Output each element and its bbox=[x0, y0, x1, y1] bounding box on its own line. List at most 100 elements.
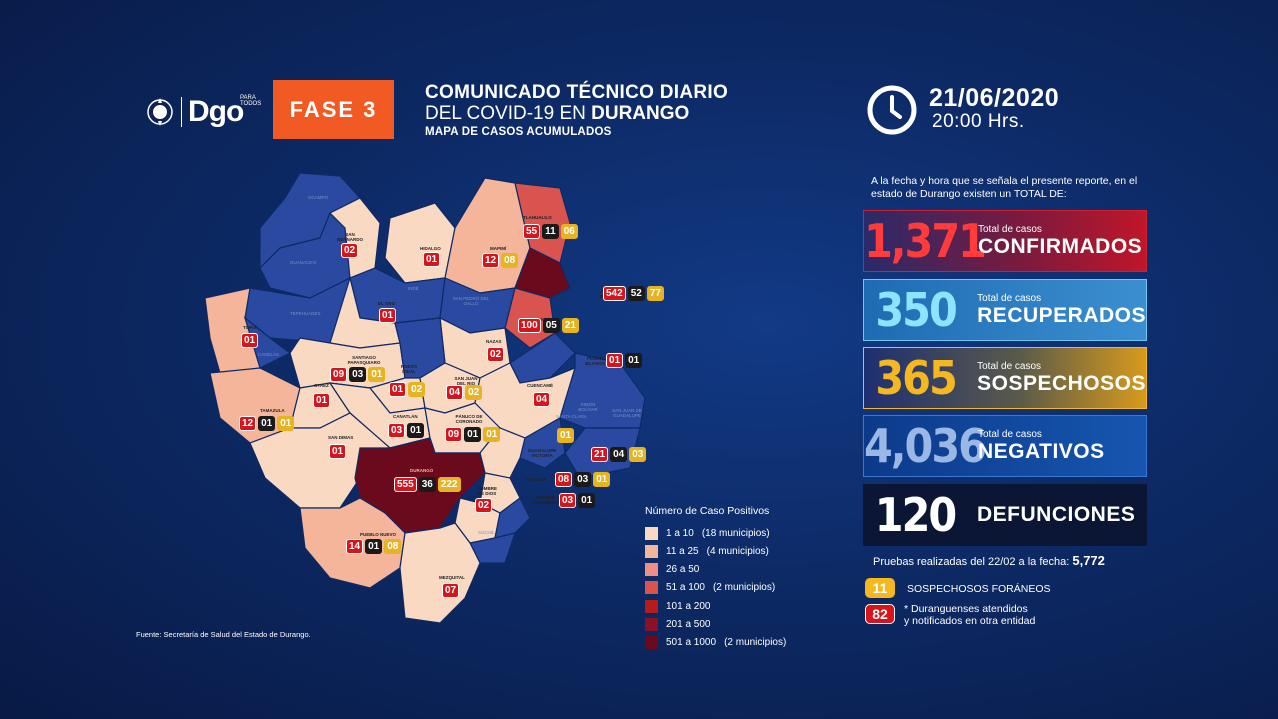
foraneos-label: SOSPECHOSOS FORÁNEOS bbox=[907, 583, 1051, 595]
badges-nombre: 02 bbox=[475, 498, 493, 513]
badges-poanas: 08 03 01 bbox=[555, 472, 611, 487]
badges-tlahualilo: 55 11 06 bbox=[523, 224, 578, 239]
stat-negativos: 4,036 Total de casos NEGATIVOS bbox=[863, 415, 1147, 477]
durango-logo: PARA TODOS Dgo bbox=[145, 92, 261, 132]
report-time: 20:00 Hrs. bbox=[932, 111, 1025, 132]
label-topia: TOPIA bbox=[243, 325, 257, 330]
confirmados-number: 1,371 bbox=[864, 214, 987, 268]
label-ocampo: OCAMPO bbox=[308, 195, 329, 200]
state-seal-icon bbox=[147, 98, 173, 126]
badges-mezquital: 07 bbox=[442, 583, 460, 598]
negativos-number: 4,036 bbox=[864, 419, 987, 473]
badges-tamazula: 12 01 01 bbox=[239, 416, 295, 431]
stat-sospechosos: 365 Total de casos SOSPECHOSOS bbox=[863, 347, 1147, 409]
defunciones-label: DEFUNCIONES bbox=[977, 503, 1136, 526]
badges-mapimi: 12 08 bbox=[482, 253, 519, 268]
legend-item: 51 a 100 (2 municipios) bbox=[645, 581, 775, 594]
badges-topia: 01 bbox=[241, 333, 259, 348]
label-suchil: SÚCHIL bbox=[478, 530, 495, 535]
negativos-small: Total de casos bbox=[978, 428, 1042, 440]
foraneos-badge: 11 bbox=[865, 578, 895, 598]
legend-swatch bbox=[645, 618, 658, 631]
defunciones-number: 120 bbox=[874, 488, 957, 542]
intro-text: A la fecha y hora que se señala el prese… bbox=[871, 175, 1138, 200]
report-title: COMUNICADO TÉCNICO DIARIO bbox=[425, 82, 729, 103]
badges-durango: 555 36 222 bbox=[394, 477, 461, 492]
label-otaez: OTAEZ bbox=[314, 383, 329, 388]
mun-hidalgo bbox=[384, 202, 456, 284]
badges-santiago: 09 03 01 bbox=[330, 367, 386, 382]
label-tamazula: TAMAZULA bbox=[260, 408, 285, 413]
legend-swatch bbox=[645, 581, 658, 594]
legend-swatch bbox=[645, 636, 658, 649]
legend-swatch bbox=[645, 527, 658, 540]
label-sandimas: SAN DIMAS bbox=[328, 435, 354, 440]
logo-small-text: PARA TODOS bbox=[240, 95, 262, 107]
recuperados-small: Total de casos bbox=[977, 292, 1042, 304]
label-simonbolivar: SIMÓN BOLÍVAR bbox=[578, 402, 598, 412]
badges-pueblonuevo: 14 01 08 bbox=[346, 539, 402, 554]
sospechosos-number: 365 bbox=[875, 351, 957, 405]
label-santaclara: SANTA CLARA bbox=[556, 414, 587, 419]
otra-entidad-badge: 82 bbox=[865, 604, 895, 624]
label-hidalgo: HIDALGO bbox=[420, 246, 441, 251]
label-canelas: CANELAS bbox=[258, 352, 280, 357]
sospechosos-label: SOSPECHOSOS bbox=[977, 371, 1146, 395]
legend-swatch bbox=[645, 545, 658, 558]
badges-panuco: 09 01 01 bbox=[445, 427, 501, 442]
label-vicente: VICENTE GUERRERO bbox=[531, 495, 558, 505]
label-guadalupe: GUADALUPE VICTORIA bbox=[527, 448, 557, 458]
label-cuencame: CUENCAMÉ bbox=[527, 383, 554, 388]
durango-map: OCAMPO SAN BERNARDO GUANACEVÍ TEPEHUANES… bbox=[190, 168, 670, 628]
badges-sanbernardo: 02 bbox=[341, 243, 359, 258]
badges-sandimas: 01 bbox=[329, 444, 347, 459]
badges-nuevoideal: 01 02 bbox=[389, 382, 426, 397]
label-nazas: NAZAS bbox=[486, 339, 502, 344]
label-guanacevi: GUANACEVÍ bbox=[290, 260, 317, 265]
label-nuevoideal: NUEVO IDEAL bbox=[400, 364, 417, 374]
legend-swatch bbox=[645, 600, 658, 613]
confirmados-small: Total de casos bbox=[978, 223, 1042, 235]
legend-item: 11 a 25 (4 municipios) bbox=[645, 545, 769, 558]
badges-penon: 01 01 bbox=[606, 353, 643, 368]
label-durango: DURANGO bbox=[410, 468, 434, 473]
legend-item: 201 a 500 bbox=[645, 618, 711, 631]
label-mezquital: MEZQUITAL bbox=[439, 575, 465, 580]
source-text: Fuente: Secretaría de Salud del Estado d… bbox=[136, 630, 311, 639]
label-tlahualilo: TLAHUALILO bbox=[523, 215, 552, 220]
recuperados-number: 350 bbox=[875, 283, 957, 337]
clock-icon bbox=[867, 85, 917, 135]
badges-cuencame: 04 bbox=[533, 392, 551, 407]
otra-entidad-label: * Duranguenses atendidos y notificados en… bbox=[904, 603, 1036, 627]
label-eloro: EL ORO bbox=[378, 301, 396, 306]
phase-badge: FASE 3 bbox=[273, 80, 394, 139]
badges-hidalgo: 01 bbox=[423, 252, 441, 267]
sospechosos-small: Total de casos bbox=[977, 360, 1042, 372]
label-sanpedro: SAN PEDRO DEL GALLO bbox=[452, 296, 490, 306]
legend-swatch bbox=[645, 563, 658, 576]
stat-recuperados: 350 Total de casos RECUPERADOS bbox=[863, 279, 1147, 341]
negativos-label: NEGATIVOS bbox=[978, 439, 1105, 463]
pruebas-text: Pruebas realizadas del 22/02 a la fecha:… bbox=[873, 553, 1105, 568]
legend-item: 1 a 10 (18 municipios) bbox=[645, 527, 770, 540]
label-tepehuanes: TEPEHUANES bbox=[290, 311, 321, 316]
badges-simonbolivar: 01 bbox=[557, 428, 575, 443]
map-shapes bbox=[204, 172, 646, 624]
report-date: 21/06/2020 bbox=[929, 84, 1060, 112]
badges-vicente: 03 01 bbox=[559, 493, 596, 508]
badges-otaez: 01 bbox=[313, 393, 331, 408]
badges-sanjuanrio: 04 02 bbox=[446, 385, 483, 400]
stat-defunciones: 120 DEFUNCIONES bbox=[863, 484, 1147, 546]
label-nombre: NOMBRE DE DIOS bbox=[477, 486, 497, 496]
label-sanjuanguadalupe: SAN JUAN DE GUADALUPE bbox=[612, 408, 642, 418]
label-penon: PEÑÓN BLANCO bbox=[585, 356, 605, 366]
label-poanas: POANAS bbox=[527, 477, 547, 482]
badges-lerdo: 100 05 21 bbox=[518, 318, 579, 333]
label-sanjuanrio: SAN JUAN DEL RIO bbox=[454, 376, 478, 386]
pruebas-value: 5,772 bbox=[1072, 553, 1105, 568]
legend-item: 501 a 1000 (2 municipios) bbox=[645, 636, 786, 649]
label-sanbernardo: SAN BERNARDO bbox=[336, 232, 363, 242]
report-subtitle: MAPA DE CASOS ACUMULADOS bbox=[425, 126, 612, 138]
label-panuco: PÁNUCO DE CORONADO bbox=[455, 414, 483, 424]
recuperados-label: RECUPERADOS bbox=[977, 303, 1146, 327]
